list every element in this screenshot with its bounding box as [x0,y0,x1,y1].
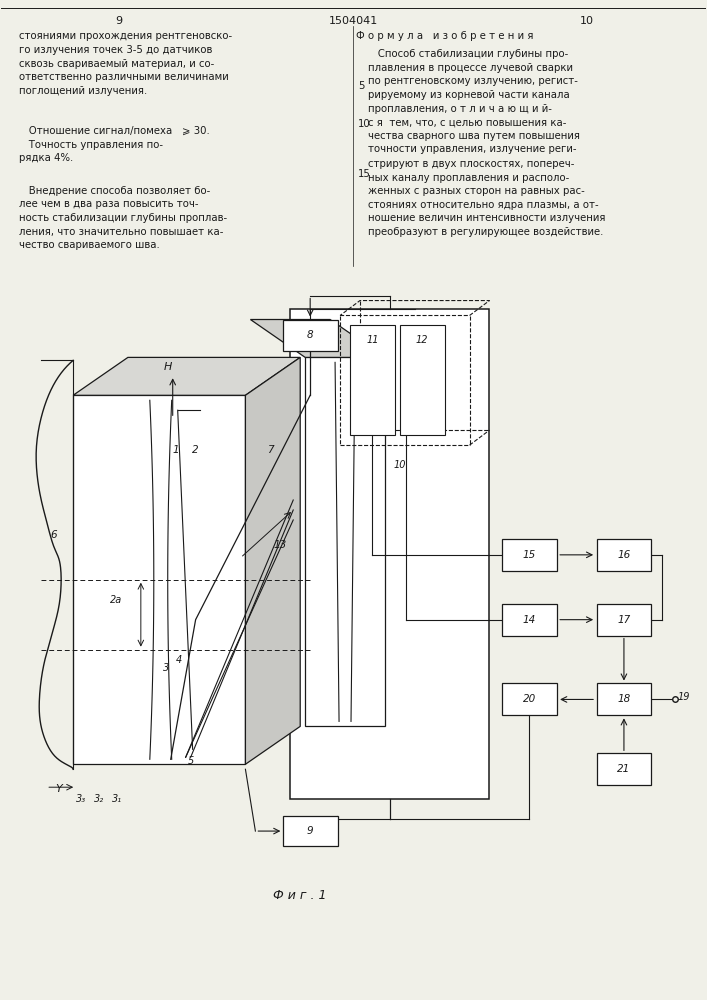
Text: 8: 8 [307,330,313,340]
Bar [400,325,445,435]
Text: 3₁: 3₁ [112,794,122,804]
Text: стрируют в двух плоскостях, попереч-
ных каналу проплавления и располо-
женных с: стрируют в двух плоскостях, попереч- ных… [368,159,605,237]
Text: 21: 21 [617,764,631,774]
Polygon shape [73,357,300,395]
Bar [502,604,556,636]
Bar [597,539,651,571]
Text: 10: 10 [580,16,594,26]
Text: 14: 14 [522,615,536,625]
Bar [350,325,395,435]
Text: 10: 10 [358,119,370,129]
Polygon shape [305,357,385,726]
Polygon shape [250,320,385,357]
Polygon shape [73,395,245,764]
Polygon shape [291,309,489,799]
Bar [283,816,337,846]
Text: 10: 10 [394,460,406,470]
Text: 20: 20 [522,694,536,704]
Text: 11: 11 [366,335,379,345]
Text: 6: 6 [50,530,57,540]
Text: H: H [163,362,172,372]
Text: 15: 15 [522,550,536,560]
Text: 19: 19 [678,692,690,702]
Text: 12: 12 [416,335,428,345]
Text: 3₂: 3₂ [94,794,104,804]
Bar [597,683,651,715]
Text: 9: 9 [115,16,122,26]
Text: 2a: 2a [110,595,122,605]
Text: 3₃: 3₃ [76,794,86,804]
Text: 5: 5 [187,756,194,766]
Text: 16: 16 [617,550,631,560]
Bar [502,539,556,571]
Text: 1504041: 1504041 [328,16,378,26]
Text: 3: 3 [163,663,169,673]
Text: 5: 5 [358,81,365,91]
Text: 7: 7 [267,445,274,455]
Text: Y: Y [56,784,62,794]
Text: Ф и г . 1: Ф и г . 1 [274,889,327,902]
Text: 9: 9 [307,826,313,836]
Text: 13: 13 [274,540,287,550]
Text: Способ стабилизации глубины про-
плавления в процессе лучевой сварки
по рентгено: Способ стабилизации глубины про- плавлен… [368,49,580,154]
Bar [597,753,651,785]
Text: стояниями прохождения рентгеновско-
го излучения точек 3-5 до датчиков
сквозь св: стояниями прохождения рентгеновско- го и… [19,31,233,96]
Text: 4: 4 [175,655,182,665]
Text: 18: 18 [617,694,631,704]
Bar [502,683,556,715]
Text: Внедрение способа позволяет бо-
лее чем в два раза повысить точ-
ность стабилиза: Внедрение способа позволяет бо- лее чем … [19,186,228,250]
Text: 2: 2 [192,445,199,455]
Text: Ф о р м у л а   и з о б р е т е н и я: Ф о р м у л а и з о б р е т е н и я [356,31,533,41]
Text: Отношение сигнал/помеха   ⩾ 30.
   Точность управления по-
рядка 4%.: Отношение сигнал/помеха ⩾ 30. Точность у… [19,126,210,163]
Bar [597,604,651,636]
Bar [283,320,337,351]
Polygon shape [245,357,300,764]
Text: 17: 17 [617,615,631,625]
Text: 1: 1 [173,445,179,455]
Text: 15: 15 [358,169,371,179]
